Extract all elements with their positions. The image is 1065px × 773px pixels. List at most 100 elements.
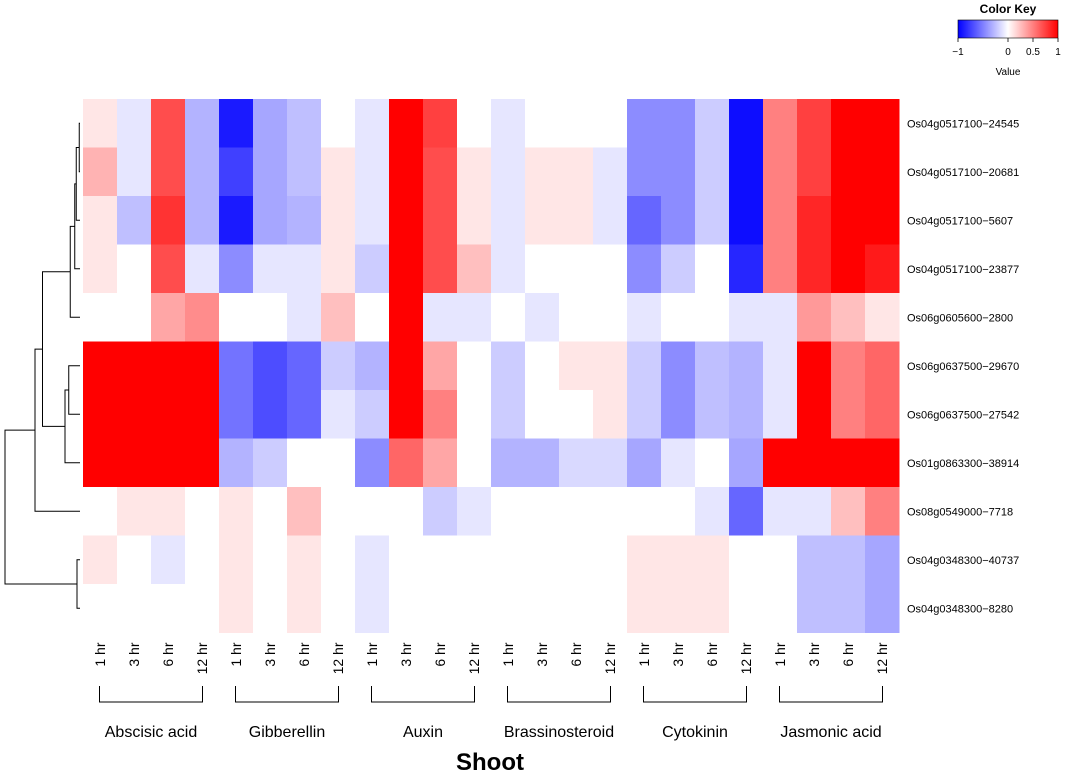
dendrogram-branch bbox=[68, 365, 80, 415]
column-label: 3 hr bbox=[398, 642, 414, 666]
heatmap-cell bbox=[831, 293, 866, 342]
heatmap-cell bbox=[253, 438, 288, 488]
group-bracket bbox=[507, 686, 611, 703]
heatmap-cell bbox=[185, 196, 220, 245]
heatmap-cell bbox=[287, 147, 322, 197]
heatmap-cell bbox=[457, 244, 492, 294]
heatmap-cell bbox=[559, 293, 594, 342]
column-label: 3 hr bbox=[262, 642, 278, 666]
heatmap-cell bbox=[457, 341, 492, 391]
row-label: Os06g0637500−27542 bbox=[907, 409, 1019, 421]
heatmap-cell bbox=[661, 341, 696, 391]
heatmap-cell bbox=[117, 390, 152, 439]
heatmap-cell bbox=[627, 99, 662, 148]
heatmap-cell bbox=[423, 584, 458, 633]
heatmap-cell bbox=[389, 244, 424, 294]
heatmap-cell bbox=[321, 438, 356, 488]
color-key-tick-label: 0 bbox=[1005, 47, 1011, 58]
heatmap-cell bbox=[83, 147, 118, 197]
color-key: Color Key −1 0 0.5 1 Value bbox=[952, 2, 1061, 78]
heatmap-cell bbox=[83, 196, 118, 245]
heatmap-cell bbox=[797, 438, 832, 488]
heatmap-cell bbox=[287, 487, 322, 536]
heatmap-cell bbox=[661, 244, 696, 294]
row-label: Os04g0517100−5607 bbox=[907, 215, 1013, 227]
heatmap-cell bbox=[661, 438, 696, 488]
heatmap-cell bbox=[219, 99, 254, 148]
heatmap-cell bbox=[831, 341, 866, 391]
heatmap-cell bbox=[321, 535, 356, 585]
row-label: Os01g0863300−38914 bbox=[907, 458, 1019, 470]
heatmap-cell bbox=[593, 390, 628, 439]
heatmap-cell bbox=[763, 99, 798, 148]
heatmap-cell bbox=[185, 341, 220, 391]
heatmap-cell bbox=[559, 438, 594, 488]
heatmap-cell bbox=[355, 293, 390, 342]
heatmap-cell bbox=[117, 99, 152, 148]
heatmap-cell bbox=[355, 438, 390, 488]
heatmap-cell bbox=[423, 535, 458, 585]
heatmap-cell bbox=[389, 390, 424, 439]
row-label: Os06g0605600−2800 bbox=[907, 312, 1013, 324]
heatmap-cell bbox=[661, 293, 696, 342]
heatmap-cell bbox=[593, 147, 628, 197]
heatmap-cell bbox=[865, 147, 900, 197]
heatmap-cell bbox=[763, 293, 798, 342]
heatmap-cell bbox=[83, 293, 118, 342]
heatmap-cell bbox=[151, 99, 186, 148]
heatmap-cell bbox=[831, 438, 866, 488]
heatmap-cell bbox=[763, 487, 798, 536]
heatmap-cell bbox=[831, 147, 866, 197]
heatmap-cell bbox=[559, 147, 594, 197]
heatmap-cell bbox=[185, 390, 220, 439]
heatmap-cell bbox=[627, 487, 662, 536]
heatmap-cell bbox=[729, 196, 764, 245]
heatmap-cell bbox=[355, 535, 390, 585]
heatmap-cell bbox=[423, 196, 458, 245]
heatmap-cell bbox=[491, 147, 526, 197]
heatmap-cell bbox=[185, 147, 220, 197]
color-key-tick-label: −1 bbox=[952, 47, 964, 58]
heatmap-cell bbox=[321, 390, 356, 439]
heatmap-cell bbox=[525, 487, 560, 536]
heatmap-cell bbox=[117, 535, 152, 585]
heatmap-cell bbox=[423, 487, 458, 536]
heatmap-cell bbox=[593, 196, 628, 245]
row-label: Os04g0348300−40737 bbox=[907, 555, 1019, 567]
heatmap-cell bbox=[525, 99, 560, 148]
heatmap-cell bbox=[729, 341, 764, 391]
heatmap-cell bbox=[151, 293, 186, 342]
column-label: 3 hr bbox=[670, 642, 686, 666]
heatmap-cell bbox=[525, 535, 560, 585]
row-dendrogram bbox=[4, 122, 80, 609]
color-key-tick-label: 1 bbox=[1055, 47, 1061, 58]
heatmap-cell bbox=[219, 293, 254, 342]
heatmap-cell bbox=[797, 244, 832, 294]
heatmap-cell bbox=[491, 390, 526, 439]
heatmap-cell bbox=[695, 244, 730, 294]
heatmap-cell bbox=[729, 99, 764, 148]
heatmap-cell bbox=[253, 584, 288, 633]
color-key-tick-label: 0.5 bbox=[1026, 47, 1040, 58]
group-bracket bbox=[643, 686, 747, 703]
column-label: 3 hr bbox=[126, 642, 142, 666]
heatmap-cell bbox=[593, 535, 628, 585]
heatmap-cell bbox=[287, 535, 322, 585]
heatmap-cell bbox=[219, 584, 254, 633]
heatmap-cell bbox=[593, 341, 628, 391]
heatmap-cell bbox=[321, 244, 356, 294]
heatmap-cell bbox=[695, 535, 730, 585]
heatmap-cell bbox=[695, 390, 730, 439]
row-label: Os08g0549000−7718 bbox=[907, 506, 1013, 518]
dendrogram-branch bbox=[34, 348, 80, 512]
heatmap-cell bbox=[525, 390, 560, 439]
heatmap-cell bbox=[321, 341, 356, 391]
heatmap-cell bbox=[389, 487, 424, 536]
column-label: 12 hr bbox=[874, 642, 890, 674]
heatmap-cell bbox=[695, 584, 730, 633]
heatmap-cell bbox=[321, 487, 356, 536]
column-label: 6 hr bbox=[568, 642, 584, 666]
group-bracket bbox=[99, 686, 203, 703]
heatmap-cell bbox=[151, 341, 186, 391]
